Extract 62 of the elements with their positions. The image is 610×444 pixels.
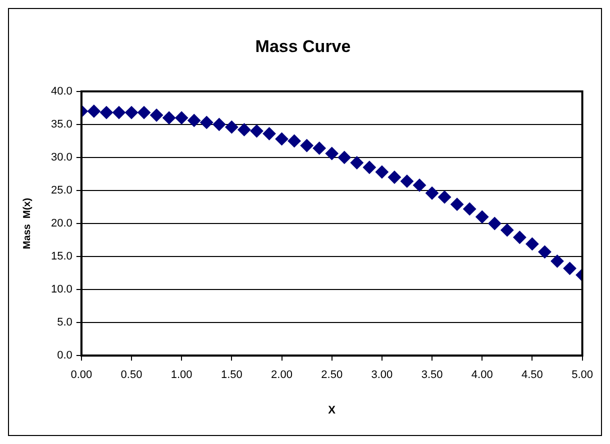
x-tick-label: 0.50	[120, 369, 142, 382]
point	[538, 245, 552, 258]
x-tick-label: 1.50	[220, 369, 242, 382]
point	[488, 217, 502, 230]
point	[426, 186, 439, 200]
point	[87, 104, 100, 118]
x-tick-label: 2.50	[321, 369, 343, 382]
point	[312, 142, 326, 155]
y-axis-title: Mass M(x)	[22, 198, 33, 250]
point	[500, 224, 514, 237]
point	[362, 160, 376, 174]
point	[375, 165, 388, 178]
point	[138, 106, 151, 120]
x-axis-title: X	[328, 404, 336, 416]
point	[388, 170, 401, 184]
y-tick-label: 40.0	[50, 85, 72, 98]
point	[225, 120, 238, 134]
point	[513, 230, 526, 244]
point	[238, 123, 251, 136]
y-tick-label: 0.0	[57, 350, 72, 362]
point	[338, 150, 351, 164]
point	[112, 106, 126, 120]
x-tick-label: 4.50	[521, 369, 543, 382]
point	[400, 174, 414, 188]
point	[212, 118, 226, 131]
point	[162, 111, 176, 124]
point	[563, 262, 576, 275]
point	[325, 146, 338, 160]
chart-title: Mass Curve	[255, 36, 351, 56]
y-tick-label: 35.0	[50, 118, 72, 130]
x-tick-label: 4.00	[471, 369, 493, 382]
x-tick-label: 1.00	[170, 369, 192, 382]
x-tick-label: 2.00	[271, 369, 292, 382]
y-tick-label: 15.0	[50, 250, 72, 263]
x-tick-label: 3.50	[421, 369, 443, 382]
point	[526, 237, 539, 250]
point	[413, 178, 426, 192]
point	[288, 134, 301, 148]
y-tick-label: 25.0	[50, 184, 72, 197]
point	[350, 156, 364, 170]
point	[275, 132, 288, 146]
y-tick-label: 10.0	[50, 284, 72, 296]
point	[150, 108, 164, 122]
point	[550, 254, 564, 268]
point	[188, 114, 201, 127]
point	[438, 190, 452, 204]
y-tick-label: 5.0	[57, 316, 72, 329]
y-tick-label: 20.0	[50, 218, 72, 230]
x-tick-label: 3.00	[371, 369, 393, 382]
point	[125, 106, 138, 120]
point	[250, 124, 264, 138]
point	[463, 202, 476, 216]
point	[200, 116, 214, 129]
y-tick-label: 30.0	[50, 151, 72, 164]
point	[450, 198, 464, 211]
point	[100, 106, 113, 120]
point	[262, 127, 276, 140]
point	[175, 111, 188, 124]
x-tick-label: 0.00	[70, 369, 92, 382]
point	[300, 139, 314, 152]
point	[476, 210, 489, 224]
x-tick-label: 5.00	[572, 369, 594, 382]
